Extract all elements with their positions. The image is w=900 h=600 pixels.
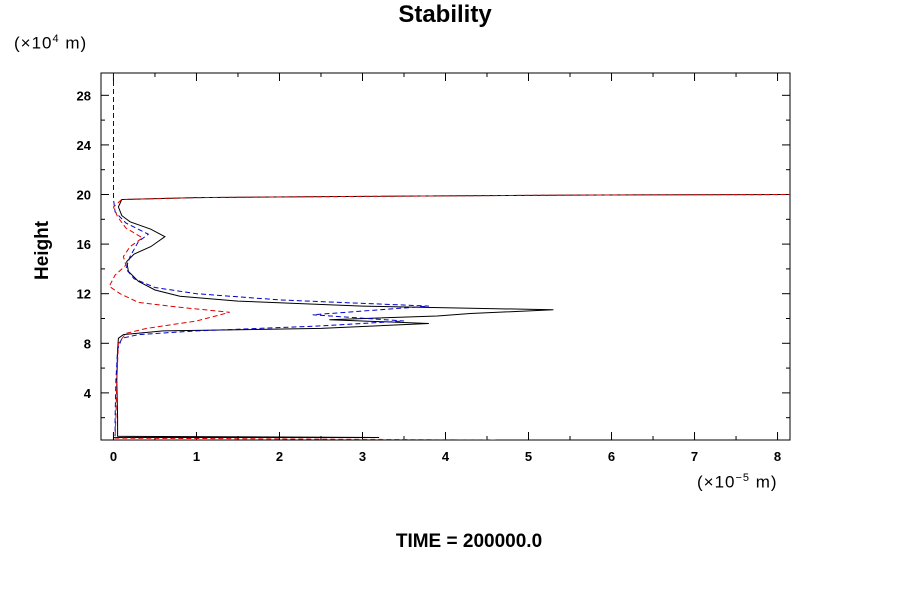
y-tick-label: 20 — [77, 188, 91, 203]
y-tick-label: 24 — [77, 138, 92, 153]
chart-title: Stability — [398, 1, 492, 28]
x-unit-suffix: m) — [750, 472, 778, 492]
series-line-2 — [113, 73, 429, 437]
y-axis-unit: (×104 m) — [14, 33, 87, 54]
y-tick-label: 16 — [77, 237, 91, 252]
y-tick-label: 8 — [84, 336, 91, 351]
time-readout: TIME = 200000.0 — [0, 531, 900, 553]
x-tick-label: 2 — [276, 449, 283, 464]
x-tick-label: 7 — [691, 449, 698, 464]
y-unit-suffix: m) — [59, 33, 88, 53]
plot-frame — [100, 72, 791, 441]
x-tick-label: 1 — [193, 449, 200, 464]
y-unit-prefix: (×10 — [14, 33, 53, 53]
x-tick-label: 0 — [110, 449, 117, 464]
x-tick-label: 5 — [525, 449, 532, 464]
x-tick-label: 4 — [442, 449, 450, 464]
y-tick-label: 28 — [77, 88, 91, 103]
x-axis-unit: (×10−5 m) — [697, 472, 778, 493]
x-tick-label: 8 — [774, 449, 781, 464]
x-unit-prefix: (×10 — [697, 472, 736, 492]
y-unit-exponent: 4 — [52, 33, 60, 45]
x-unit-exponent: −5 — [735, 472, 751, 484]
x-tick-label: 6 — [608, 449, 615, 464]
time-value: 200000.0 — [462, 531, 543, 552]
x-tick-label: 3 — [359, 449, 366, 464]
time-label: TIME = — [395, 531, 463, 552]
series-line-1 — [113, 194, 790, 440]
series-line-3 — [108, 194, 790, 440]
y-tick-label: 12 — [77, 287, 91, 302]
y-tick-label: 4 — [84, 386, 92, 401]
